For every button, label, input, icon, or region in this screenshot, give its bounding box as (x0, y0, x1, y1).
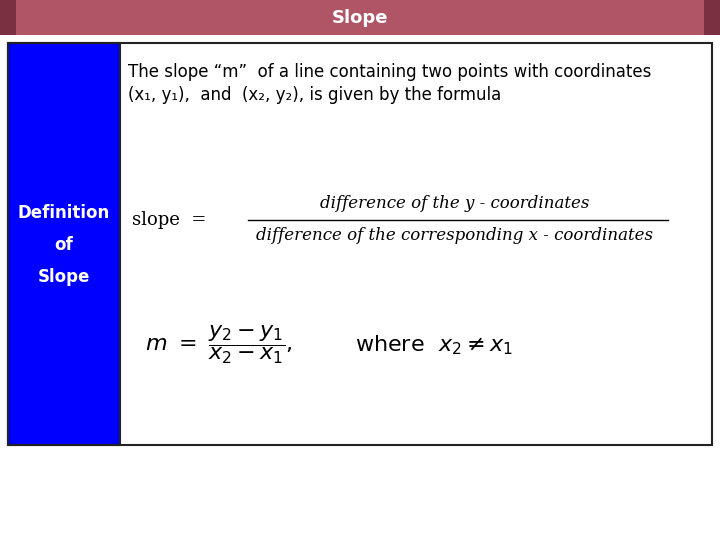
Text: Slope: Slope (332, 9, 388, 27)
Text: Definition
of
Slope: Definition of Slope (18, 204, 110, 286)
FancyBboxPatch shape (8, 43, 712, 445)
FancyBboxPatch shape (704, 0, 720, 35)
FancyBboxPatch shape (0, 0, 720, 35)
Text: difference of the corresponding x - coordinates: difference of the corresponding x - coor… (256, 227, 654, 245)
Text: The slope “m”  of a line containing two points with coordinates: The slope “m” of a line containing two p… (128, 63, 652, 81)
Text: $\mathrm{where} \ \ x_2 \neq x_1$: $\mathrm{where} \ \ x_2 \neq x_1$ (355, 333, 513, 357)
Text: difference of the y - coordinates: difference of the y - coordinates (320, 195, 590, 213)
Text: slope  =: slope = (132, 211, 207, 229)
Text: (x₁, y₁),  and  (x₂, y₂), is given by the formula: (x₁, y₁), and (x₂, y₂), is given by the … (128, 86, 501, 104)
FancyBboxPatch shape (0, 0, 16, 35)
FancyBboxPatch shape (8, 43, 120, 445)
Text: $m \ = \ \dfrac{y_2 - y_1}{x_2 - x_1},$: $m \ = \ \dfrac{y_2 - y_1}{x_2 - x_1},$ (145, 323, 293, 366)
